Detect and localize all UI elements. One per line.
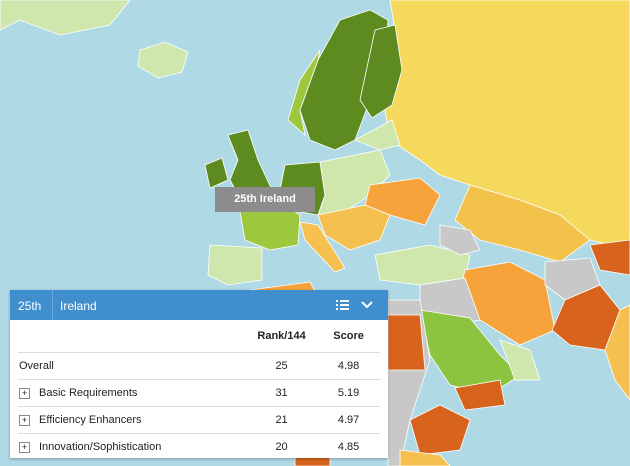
- score-table: Rank/144 Score Overall 25 4.98 + Basic Requi…: [18, 320, 380, 460]
- rank-cell: 20: [245, 433, 318, 460]
- saudi-arabia: [419, 309, 521, 396]
- norway-coast: [287, 49, 321, 137]
- egypt: [387, 314, 426, 371]
- finland: [359, 24, 403, 119]
- table-row: + Basic Requirements 31 5.19: [18, 379, 380, 407]
- row-label: Overall: [19, 360, 54, 372]
- rank-cell: 31: [245, 379, 318, 407]
- rank-cell: 25: [245, 352, 318, 380]
- header-rank: 25th: [18, 299, 42, 313]
- column-header: Rank/144: [257, 330, 306, 342]
- spain: [207, 244, 263, 286]
- expand-button[interactable]: +: [19, 441, 30, 453]
- country-panel: 25th Ireland Rank/144 Score Overall 25 4.9…: [10, 290, 388, 460]
- greenland: [0, 0, 131, 36]
- ireland: [204, 157, 229, 189]
- east-africa: [399, 449, 451, 466]
- panel-header: 25th Ireland: [10, 290, 388, 320]
- east-asia: [589, 239, 630, 276]
- table-row: + Innovation/Sophistication 20 4.85: [18, 433, 380, 460]
- score-cell: 4.85: [317, 433, 380, 460]
- score-cell: 5.19: [317, 379, 380, 407]
- row-label-cell: Overall: [18, 352, 246, 380]
- expand-button[interactable]: +: [19, 387, 30, 399]
- row-label-cell: + Efficiency Enhancers: [18, 406, 246, 434]
- map-tooltip: 25th Ireland: [215, 187, 315, 212]
- column-header: Score: [333, 330, 364, 342]
- expand-button[interactable]: +: [19, 414, 30, 426]
- ethiopia: [409, 404, 471, 456]
- rank-cell: 21: [245, 406, 318, 434]
- row-label: Efficiency Enhancers: [39, 414, 142, 426]
- table-row: + Efficiency Enhancers 21 4.97: [18, 406, 380, 434]
- yemen: [454, 379, 506, 411]
- eastern-europe: [317, 149, 391, 216]
- baltics: [354, 119, 401, 151]
- score-cell: 4.97: [317, 406, 380, 434]
- list-icon[interactable]: [336, 299, 349, 311]
- row-label-cell: + Basic Requirements: [18, 379, 246, 407]
- row-label: Basic Requirements: [39, 387, 138, 399]
- italy: [299, 221, 346, 273]
- india: [604, 304, 630, 401]
- collapse-icon[interactable]: [361, 300, 373, 310]
- caucasus: [439, 224, 481, 256]
- balkans: [317, 204, 391, 251]
- table-row: Overall 25 4.98: [18, 352, 380, 380]
- row-label: Innovation/Sophistication: [39, 441, 162, 453]
- header-country: Ireland: [60, 299, 97, 313]
- iceland: [137, 41, 189, 79]
- score-cell: 4.98: [317, 352, 380, 380]
- gulf: [499, 339, 541, 381]
- row-label-cell: + Innovation/Sophistication: [18, 433, 246, 460]
